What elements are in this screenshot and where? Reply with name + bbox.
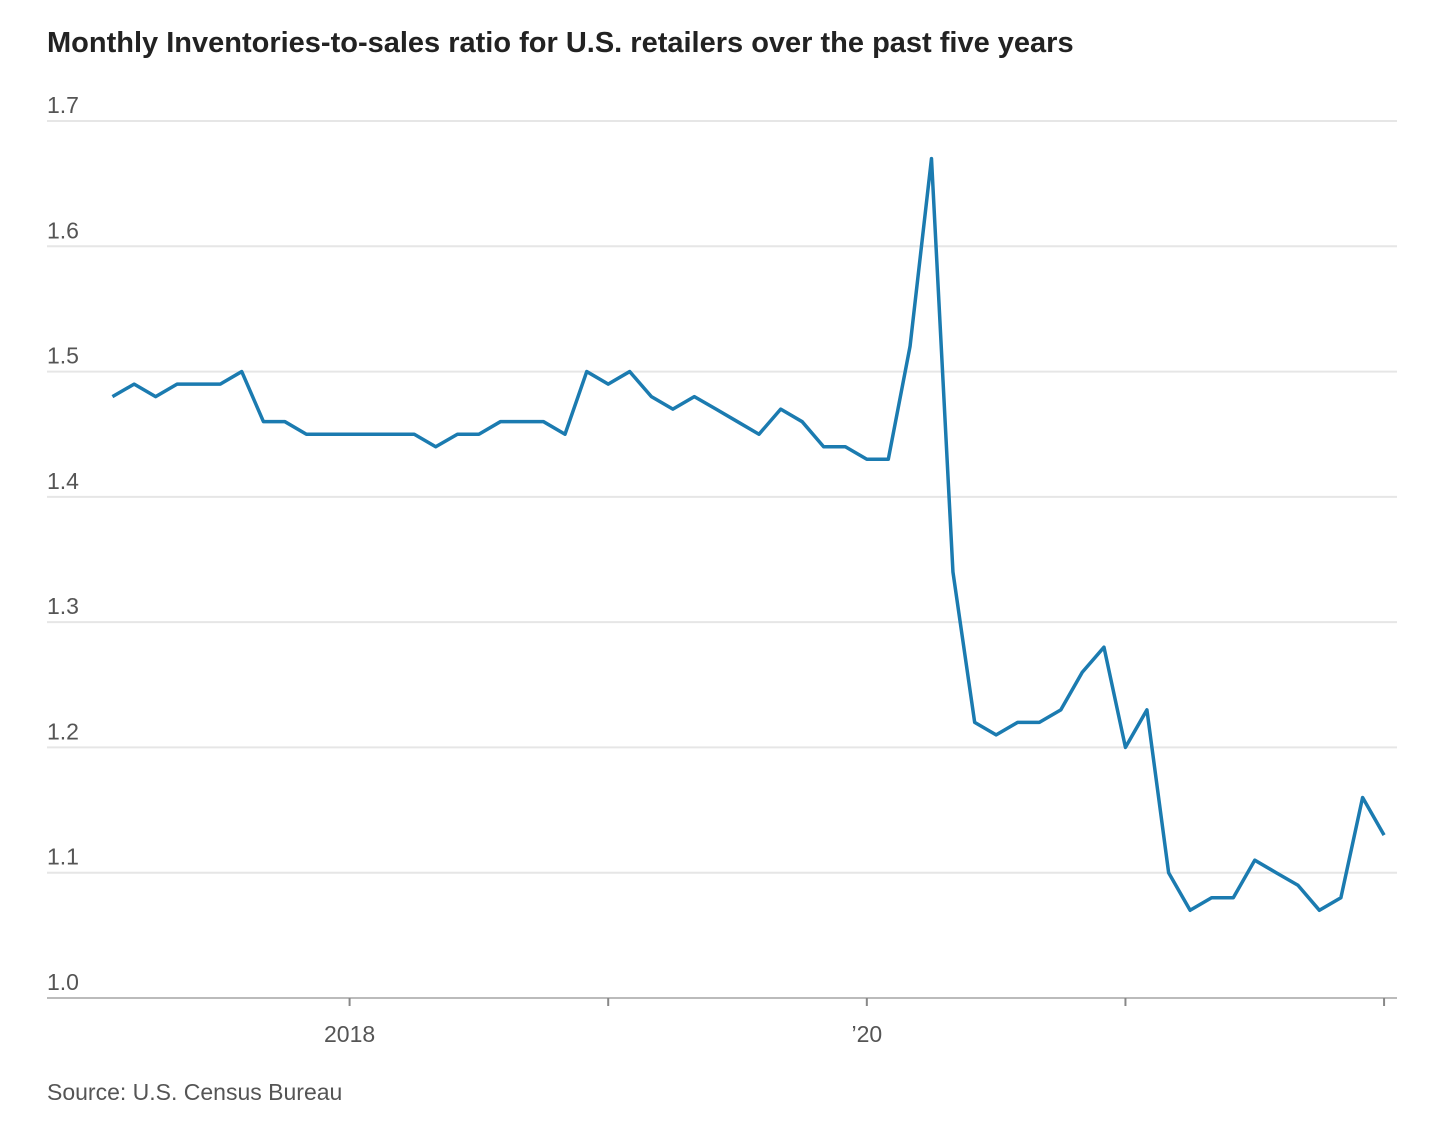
y-tick-label: 1.1 [47,844,79,870]
y-tick-label: 1.3 [47,593,79,619]
data-line [111,156,1386,913]
y-tick-label: 1.0 [47,969,79,995]
y-tick-label: 1.4 [47,468,79,494]
y-tick-label: 1.7 [47,92,79,118]
x-tick-label: ’20 [851,1021,882,1047]
chart-title: Monthly Inventories-to-sales ratio for U… [47,27,1074,59]
y-tick-label: 1.5 [47,343,79,369]
y-tick-label: 1.6 [47,217,79,243]
x-tick-label: 2018 [324,1021,375,1047]
y-tick-label: 1.2 [47,718,79,744]
source: Source: U.S. Census Bureau [47,1079,342,1105]
